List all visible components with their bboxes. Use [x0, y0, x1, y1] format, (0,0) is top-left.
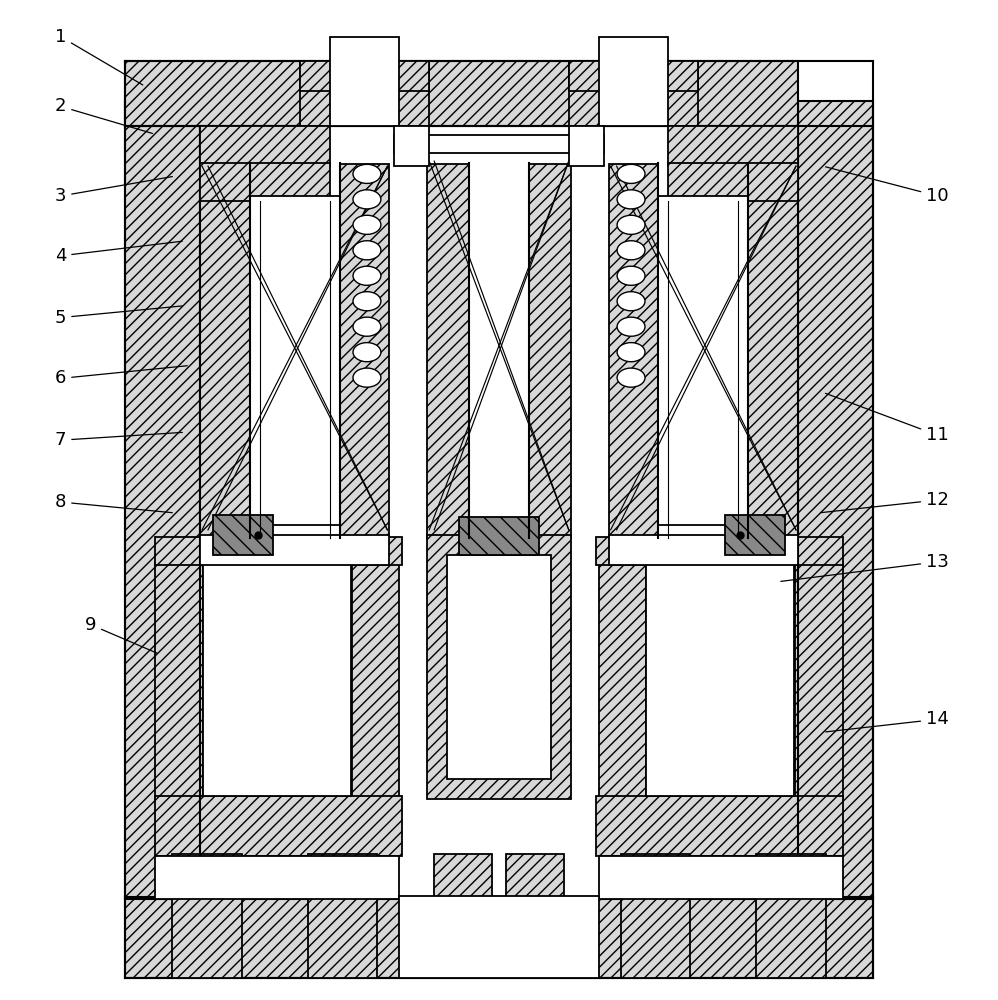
Text: 11: 11	[825, 393, 949, 444]
Bar	[213, 515, 272, 555]
Bar	[155, 856, 399, 899]
Bar	[447, 555, 551, 779]
Ellipse shape	[617, 343, 645, 362]
Ellipse shape	[617, 317, 645, 336]
Ellipse shape	[353, 190, 381, 209]
Bar	[569, 126, 604, 166]
Text: 2: 2	[55, 97, 153, 133]
Bar	[427, 535, 571, 799]
Bar	[748, 164, 798, 538]
Bar	[795, 562, 843, 799]
Text: 8: 8	[55, 493, 173, 513]
Bar	[307, 854, 377, 978]
Text: 6: 6	[55, 366, 188, 387]
Bar	[756, 854, 826, 978]
Ellipse shape	[353, 317, 381, 336]
Ellipse shape	[353, 368, 381, 387]
Bar	[596, 537, 843, 565]
Bar	[427, 164, 469, 538]
Bar	[669, 163, 798, 201]
Text: 3: 3	[55, 177, 173, 205]
Bar	[351, 562, 399, 799]
Bar	[621, 854, 691, 978]
Bar	[596, 796, 843, 856]
Bar	[529, 164, 571, 538]
Bar	[250, 196, 339, 525]
Bar	[394, 135, 604, 153]
Ellipse shape	[353, 343, 381, 362]
Bar	[155, 562, 203, 799]
Ellipse shape	[617, 292, 645, 311]
Bar	[399, 896, 599, 978]
Bar	[203, 564, 350, 796]
Bar	[200, 163, 329, 201]
Ellipse shape	[353, 292, 381, 311]
Bar	[329, 37, 399, 126]
Bar	[599, 37, 669, 126]
Ellipse shape	[353, 215, 381, 234]
Bar	[155, 537, 402, 565]
Text: 14: 14	[825, 710, 949, 732]
Bar	[126, 897, 872, 978]
Bar	[599, 856, 843, 899]
Bar	[459, 517, 539, 555]
Ellipse shape	[353, 266, 381, 285]
Text: 12: 12	[820, 491, 949, 513]
Ellipse shape	[617, 164, 645, 183]
Ellipse shape	[617, 266, 645, 285]
Bar	[126, 101, 200, 899]
Bar	[339, 164, 389, 538]
Bar	[126, 61, 798, 126]
Bar	[506, 854, 564, 978]
Ellipse shape	[353, 164, 381, 183]
Bar	[659, 196, 748, 525]
Bar	[569, 61, 699, 126]
Bar	[172, 854, 242, 978]
Bar	[569, 61, 699, 91]
Bar	[599, 562, 647, 799]
Text: 4: 4	[55, 241, 183, 265]
Ellipse shape	[353, 241, 381, 260]
Bar	[299, 61, 429, 91]
Bar	[609, 535, 798, 565]
Bar	[394, 126, 429, 166]
Bar	[609, 164, 659, 538]
Ellipse shape	[617, 241, 645, 260]
Bar	[647, 564, 794, 796]
Bar	[200, 535, 389, 565]
Text: 9: 9	[85, 616, 158, 653]
Bar	[726, 515, 785, 555]
Text: 7: 7	[55, 431, 183, 449]
Text: 5: 5	[55, 306, 183, 327]
Text: 1: 1	[55, 28, 143, 85]
Bar	[299, 61, 429, 126]
Text: 10: 10	[825, 167, 949, 205]
Ellipse shape	[617, 215, 645, 234]
Bar	[434, 854, 492, 978]
Ellipse shape	[617, 190, 645, 209]
Bar	[155, 796, 402, 856]
Bar	[798, 101, 872, 899]
Ellipse shape	[617, 368, 645, 387]
Bar	[200, 126, 329, 166]
Bar	[669, 126, 798, 166]
Bar	[200, 164, 250, 538]
Text: 13: 13	[780, 553, 949, 581]
